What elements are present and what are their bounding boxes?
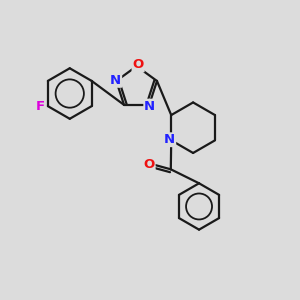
Text: N: N bbox=[110, 74, 121, 87]
Text: O: O bbox=[143, 158, 155, 171]
Text: N: N bbox=[164, 133, 175, 146]
Text: O: O bbox=[133, 58, 144, 71]
Text: N: N bbox=[144, 100, 155, 112]
Text: F: F bbox=[36, 100, 45, 113]
